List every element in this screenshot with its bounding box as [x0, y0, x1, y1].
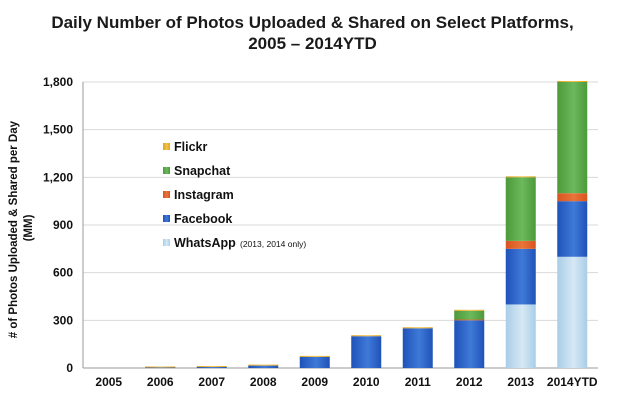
axes: 0 300 600 900 1,200 1,500 1,800 2005 2006 2007 200… — [43, 75, 598, 389]
legend-label-facebook: Facebook — [174, 212, 232, 226]
legend-label-whatsapp: WhatsApp — [174, 236, 236, 250]
x-tick-label: 2010 — [353, 375, 380, 389]
bar-flickr-2007 — [196, 366, 227, 368]
legend-note-whatsapp: (2013, 2014 only) — [240, 239, 306, 249]
x-tick-label: 2006 — [147, 375, 174, 389]
bar-facebook-2008 — [248, 365, 279, 368]
x-tick-label: 2012 — [456, 375, 483, 389]
bar-facebook-2013 — [505, 248, 536, 305]
bar-whatsapp-2013 — [505, 304, 536, 368]
bar-flickr-2010 — [351, 335, 382, 337]
bar-whatsapp-2014ytd — [557, 256, 588, 368]
bar-facebook-2012 — [454, 320, 485, 368]
x-tick-label: 2014YTD — [547, 375, 598, 389]
bars — [145, 81, 588, 368]
chart-title-line-2: 2005 – 2014YTD — [248, 34, 377, 53]
bar-facebook-2009 — [299, 356, 330, 368]
bar-flickr-2011 — [402, 327, 433, 329]
bar-snapchat-2013 — [505, 177, 536, 241]
y-tick-label: 1,500 — [43, 123, 73, 137]
bar-flickr-2008 — [248, 364, 279, 366]
y-tick-label: 1,800 — [43, 75, 73, 89]
legend: Flickr Snapchat Instagram Facebook WhatsApp (… — [163, 140, 306, 250]
bar-facebook-2010 — [351, 336, 382, 368]
bar-snapchat-2012 — [454, 310, 485, 320]
bar-flickr-2006 — [145, 366, 176, 368]
y-tick-label: 1,200 — [43, 170, 73, 184]
y-axis-title-line-1: # of Photos Uploaded & Shared per Day — [8, 120, 20, 338]
bar-snapchat-2014ytd — [557, 82, 588, 194]
bar-flickr-2012 — [454, 309, 485, 311]
legend-swatch-whatsapp — [163, 239, 170, 246]
legend-label-instagram: Instagram — [174, 188, 234, 202]
x-tick-label: 2009 — [301, 375, 328, 389]
legend-swatch-flickr — [163, 143, 170, 150]
legend-swatch-facebook — [163, 215, 170, 222]
bar-facebook-2007 — [196, 367, 227, 368]
legend-label-snapchat: Snapchat — [174, 164, 231, 178]
bar-instagram-2012 — [454, 319, 485, 321]
bar-instagram-2014ytd — [557, 193, 588, 202]
bar-instagram-2013 — [505, 240, 536, 249]
y-tick-label: 600 — [53, 266, 73, 280]
x-tick-label: 2011 — [405, 375, 431, 389]
legend-swatch-instagram — [163, 191, 170, 198]
bar-flickr-2009 — [299, 355, 330, 357]
x-tick-label: 2005 — [95, 375, 122, 389]
y-axis-title: # of Photos Uploaded & Shared per Day (M… — [8, 118, 35, 338]
legend-label-flickr: Flickr — [174, 140, 207, 154]
y-tick-label: 0 — [66, 361, 73, 375]
bar-flickr-2013 — [505, 176, 536, 178]
y-tick-label: 300 — [53, 313, 73, 327]
bar-facebook-2011 — [402, 328, 433, 368]
bar-flickr-2014ytd — [557, 81, 588, 82]
bar-facebook-2014ytd — [557, 201, 588, 257]
x-tick-label: 2008 — [250, 375, 277, 389]
chart-title-line-1: Daily Number of Photos Uploaded & Shared… — [51, 13, 574, 32]
x-tick-label: 2013 — [507, 375, 534, 389]
y-tick-label: 900 — [53, 218, 73, 232]
legend-swatch-snapchat — [163, 167, 170, 174]
y-axis-title-line-2: (MM) — [23, 214, 35, 241]
x-tick-label: 2007 — [198, 375, 225, 389]
chart-title: Daily Number of Photos Uploaded & Shared… — [0, 12, 625, 54]
